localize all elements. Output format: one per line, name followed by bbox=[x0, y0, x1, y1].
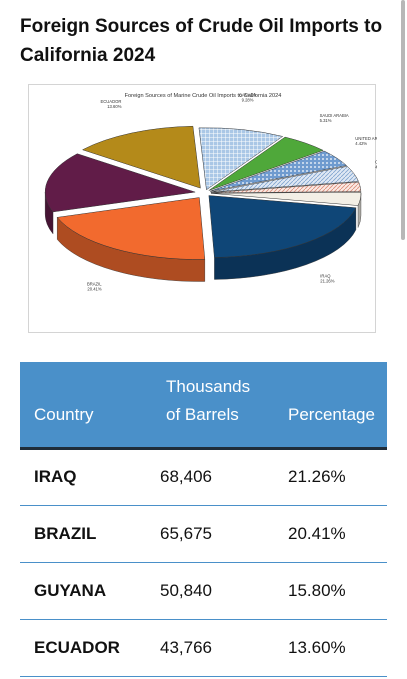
scrollbar[interactable] bbox=[401, 0, 405, 240]
imports-table: Country Thousands of Barrels Percentage … bbox=[20, 362, 387, 677]
chart-title: Foreign Sources of Marine Crude Oil Impo… bbox=[125, 93, 282, 99]
pie-slice-argentina bbox=[210, 181, 362, 193]
cell-barrels: 68,406 bbox=[152, 448, 274, 506]
table-header-row: Country Thousands of Barrels Percentage bbox=[20, 362, 387, 448]
cell-percentage: 20.41% bbox=[274, 505, 387, 563]
slice-label-colombia: COLOMBIA bbox=[375, 160, 377, 165]
cell-country: ECUADOR bbox=[20, 619, 152, 677]
pie-slice-colombia bbox=[210, 166, 359, 193]
page-title: Foreign Sources of Crude Oil Imports to … bbox=[20, 16, 383, 66]
slice-value-brazil: 20.41% bbox=[87, 286, 101, 291]
slice-value-colombia: 4.06% bbox=[375, 165, 377, 170]
slice-value-canada: 9.28% bbox=[242, 98, 254, 103]
slice-value-ecuador: 13.60% bbox=[107, 104, 121, 109]
pie-slice-iraq bbox=[208, 195, 357, 258]
pie-chart-svg: Foreign Sources of Marine Crude Oil Impo… bbox=[44, 93, 377, 291]
cell-barrels: 43,766 bbox=[152, 619, 274, 677]
slice-label-iraq: IRAQ bbox=[320, 273, 331, 278]
cell-country: IRAQ bbox=[20, 448, 152, 506]
cell-barrels: 65,675 bbox=[152, 505, 274, 563]
pie-slice-united-arab-emirates bbox=[209, 150, 348, 192]
slice-label-brazil: BRAZIL bbox=[87, 281, 102, 286]
cell-country: BRAZIL bbox=[20, 505, 152, 563]
column-header-country[interactable]: Country bbox=[34, 404, 94, 424]
pie-slice-brazil bbox=[56, 197, 206, 260]
column-header-barrels-line1: Thousands bbox=[166, 376, 251, 396]
cell-barrels: 50,840 bbox=[152, 562, 274, 620]
cell-country: GUYANA bbox=[20, 562, 152, 620]
pie-slice-other bbox=[210, 192, 362, 206]
table-row: ECUADOR 43,766 13.60% bbox=[20, 619, 387, 677]
pie-slice-canada bbox=[198, 127, 284, 191]
cell-percentage: 21.26% bbox=[274, 448, 387, 506]
slice-value-iraq: 21.26% bbox=[320, 278, 334, 283]
column-header-barrels[interactable]: Thousands of Barrels bbox=[152, 362, 274, 448]
cell-percentage: 13.60% bbox=[274, 619, 387, 677]
pie-slice-ecuador bbox=[81, 125, 201, 189]
slice-value-saudi-arabia: 5.31% bbox=[320, 118, 332, 123]
pie-slice-guyana bbox=[44, 153, 196, 213]
slice-value-united-arab-emirates: 4.42% bbox=[355, 141, 367, 146]
cell-percentage: 15.80% bbox=[274, 562, 387, 620]
column-header-percentage[interactable]: Percentage bbox=[288, 404, 375, 424]
slice-label-saudi-arabia: SAUDI ARABIA bbox=[320, 113, 349, 118]
column-header-barrels-line2: of Barrels bbox=[166, 404, 239, 424]
table-row: IRAQ 68,406 21.26% bbox=[20, 448, 387, 506]
slice-label-united-arab-emirates: UNITED ARAB EMIRATES bbox=[355, 136, 377, 141]
pie-slice-saudi-arabia bbox=[208, 136, 324, 191]
pie-chart: Foreign Sources of Marine Crude Oil Impo… bbox=[28, 84, 377, 333]
slice-label-ecuador: ECUADOR bbox=[100, 99, 121, 104]
table-row: GUYANA 50,840 15.80% bbox=[20, 562, 387, 620]
slice-label-canada: CANADA bbox=[239, 93, 257, 98]
table-row: BRAZIL 65,675 20.41% bbox=[20, 505, 387, 563]
